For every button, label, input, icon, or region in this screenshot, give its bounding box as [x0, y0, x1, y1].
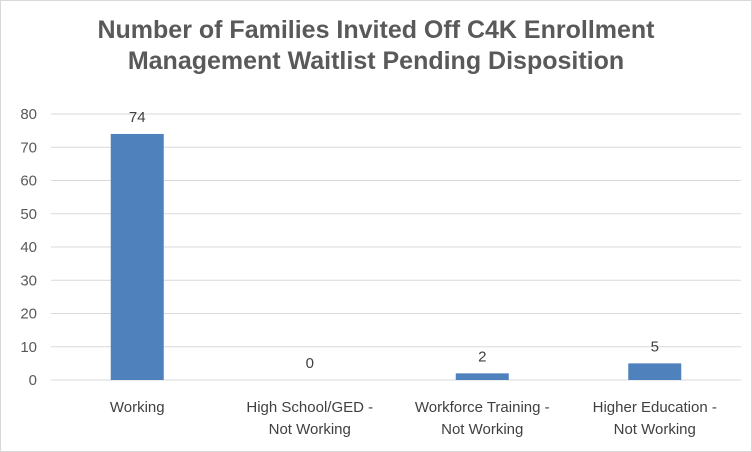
chart-title: Number of Families Invited Off C4K Enrol… — [1, 15, 751, 77]
y-tick-label: 80 — [20, 106, 37, 123]
x-axis-categories: Working High School/GED -Not WorkingWorkf… — [110, 399, 717, 438]
category-label-line: Not Working — [269, 421, 351, 438]
data-label: 2 — [478, 348, 486, 365]
y-tick-label: 0 — [29, 372, 37, 389]
data-label: 0 — [306, 355, 314, 372]
category-label: Working — [110, 399, 165, 416]
gridlines — [51, 113, 741, 381]
category-label: Higher Education - Not Working — [593, 399, 717, 438]
category-label-line: Working — [110, 399, 165, 416]
bar — [628, 363, 682, 380]
chart-title-line-2: Management Waitlist Pending Disposition — [127, 47, 625, 75]
category-label-line: Not Working — [614, 421, 696, 438]
category-label-line: High School/GED - — [246, 399, 373, 416]
data-labels: 74 0 2 5 — [129, 109, 659, 372]
y-tick-label: 10 — [20, 339, 37, 356]
y-tick-label: 40 — [20, 239, 37, 256]
category-label-line: Not Working — [441, 421, 523, 438]
category-label: Workforce Training - Not Working — [415, 399, 550, 438]
data-label: 5 — [651, 338, 659, 355]
y-tick-label: 30 — [20, 272, 37, 289]
chart-title-line-1: Number of Families Invited Off C4K Enrol… — [97, 16, 655, 44]
bars — [110, 133, 682, 380]
y-tick-label: 20 — [20, 306, 37, 323]
category-label-line: Higher Education - — [593, 399, 717, 416]
category-label: High School/GED - Not Working — [246, 399, 373, 438]
y-tick-label: 60 — [20, 173, 37, 190]
bar — [455, 373, 509, 380]
category-label-line: Workforce Training - — [415, 399, 550, 416]
y-tick-label: 70 — [20, 139, 37, 156]
y-axis-ticks: 0 10 20 30 40 50 60 70 80 — [20, 106, 37, 389]
y-tick-label: 50 — [20, 206, 37, 223]
bar — [110, 133, 164, 380]
data-label: 74 — [129, 109, 146, 126]
